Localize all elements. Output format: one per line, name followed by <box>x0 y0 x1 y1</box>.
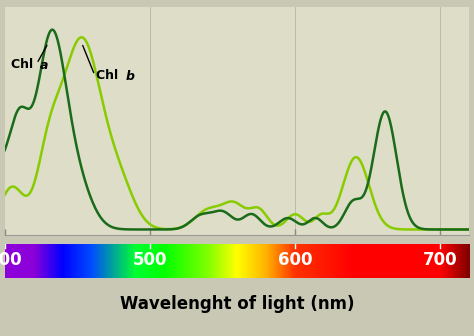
Text: Chl: Chl <box>96 69 123 82</box>
Text: 600: 600 <box>278 251 312 269</box>
Text: Wavelenght of light (nm): Wavelenght of light (nm) <box>120 295 354 313</box>
Text: 700: 700 <box>423 251 457 269</box>
Text: b: b <box>125 70 134 83</box>
Text: Chl: Chl <box>10 58 37 71</box>
Text: a: a <box>40 58 48 72</box>
Text: 400: 400 <box>0 251 22 269</box>
Text: 500: 500 <box>133 251 167 269</box>
